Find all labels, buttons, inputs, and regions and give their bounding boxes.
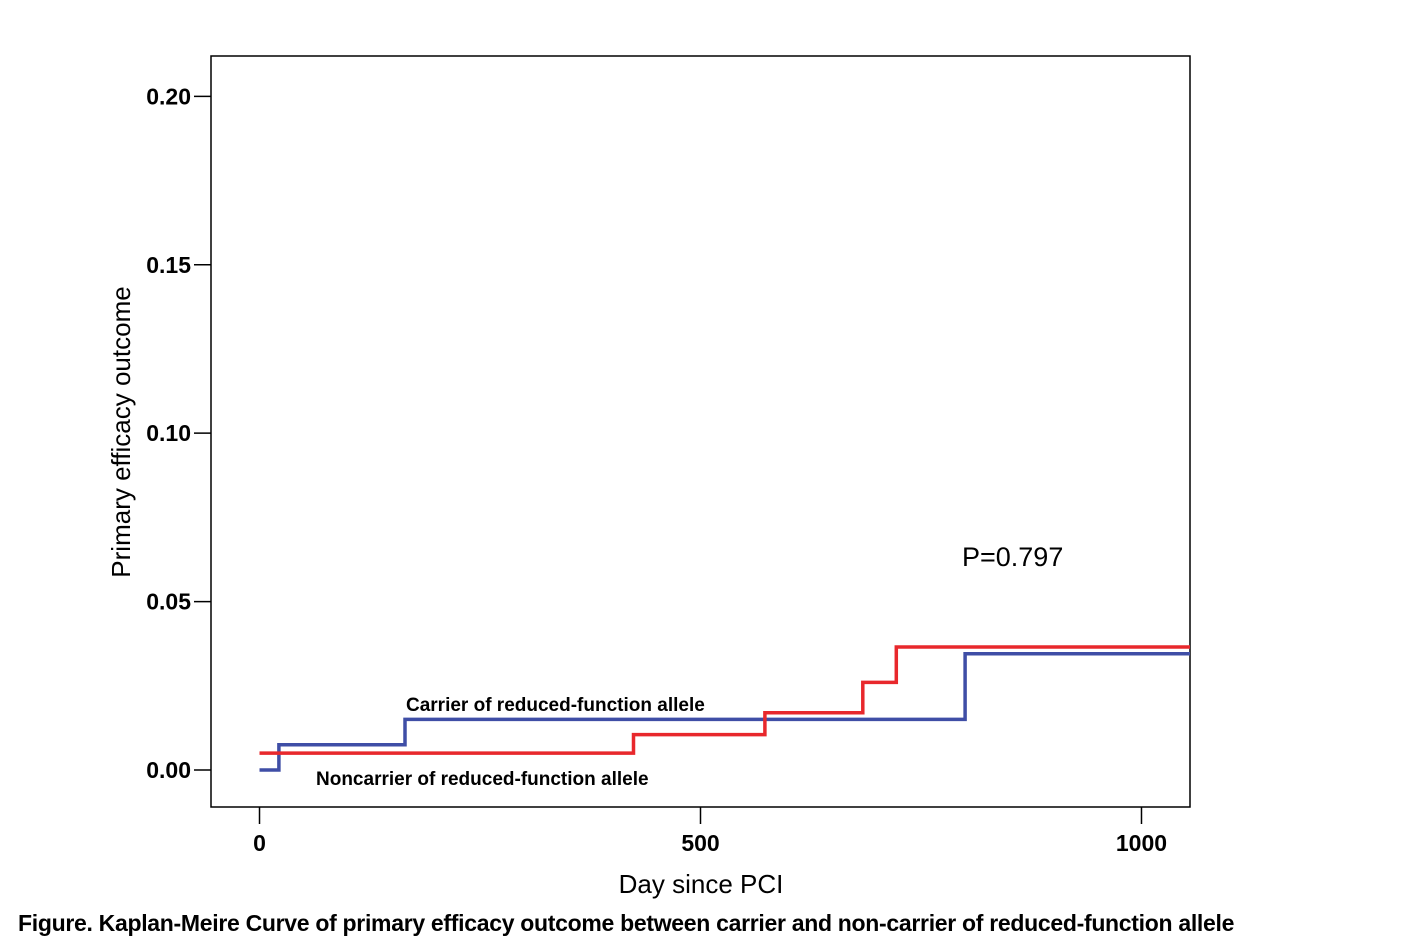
figure-caption: Figure. Kaplan-Meire Curve of primary ef… xyxy=(18,910,1235,936)
x-tick-label: 500 xyxy=(681,830,719,856)
y-tick-label: 0.10 xyxy=(146,420,191,446)
y-axis: 0.00 0.05 0.10 0.15 0.20 xyxy=(146,83,211,783)
carrier-label: Carrier of reduced-function allele xyxy=(406,695,705,716)
noncarrier-series-line xyxy=(259,645,1190,755)
x-axis: 0 500 1000 xyxy=(253,807,1167,856)
carrier-series-line xyxy=(259,652,1190,772)
series-layer xyxy=(259,645,1190,772)
y-axis-title: Primary efficacy outcome xyxy=(106,286,136,577)
x-axis-title: Day since PCI xyxy=(619,869,784,899)
x-tick-label: 0 xyxy=(253,830,266,856)
y-tick-label: 0.05 xyxy=(146,589,191,615)
y-tick-label: 0.15 xyxy=(146,252,191,278)
p-value-annotation: P=0.797 xyxy=(962,542,1063,572)
x-tick-label: 1000 xyxy=(1116,830,1167,856)
noncarrier-label: Noncarrier of reduced-function allele xyxy=(316,769,649,790)
y-tick-label: 0.00 xyxy=(146,757,191,783)
y-tick-label: 0.20 xyxy=(146,83,191,109)
